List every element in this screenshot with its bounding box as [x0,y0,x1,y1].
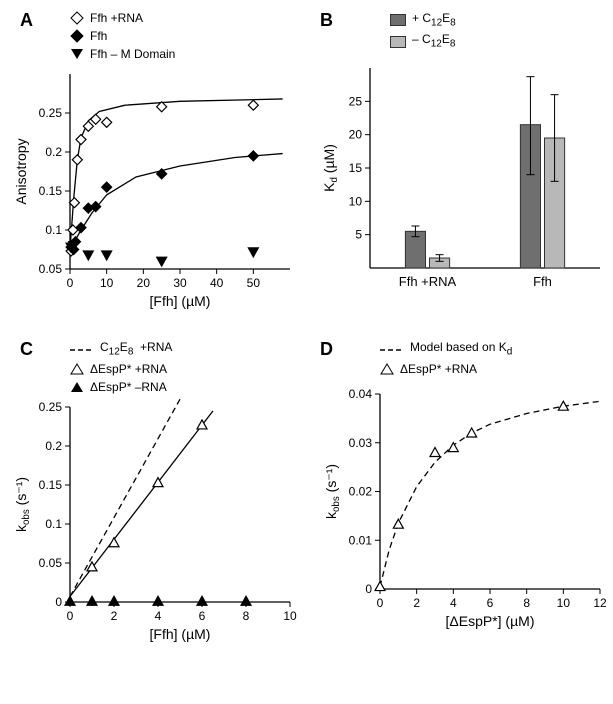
svg-text:2: 2 [413,596,420,610]
swatch-icon [390,36,406,48]
svg-text:2: 2 [111,609,118,623]
svg-text:0.1: 0.1 [45,517,62,531]
legend-item: ΔEspP* +RNA [70,361,300,378]
svg-text:0.02: 0.02 [349,484,373,498]
svg-text:0.04: 0.04 [349,387,373,401]
diamond-open-icon [70,11,84,25]
figure-grid: A Ffh +RNA Ffh Ffh – M Domain 0102030405… [10,10,603,652]
panel-d-legend: Model based on Kd ΔEspP* +RNA [380,339,610,377]
svg-text:0: 0 [55,595,62,609]
panel-d: D Model based on Kd ΔEspP* +RNA 0 2 4 6 8 10 1… [320,339,610,652]
legend-item: ΔEspP* +RNA [380,361,610,378]
triangle-up-open-icon [70,362,84,376]
dash-icon [70,346,94,354]
legend-item: ΔEspP* –RNA [70,379,300,396]
panel-d-label: D [320,339,333,360]
panel-a-label: A [20,10,33,31]
svg-text:0.01: 0.01 [349,533,373,547]
panel-b-legend: + C12E8 – C12E8 [390,10,610,52]
svg-text:0: 0 [377,596,384,610]
svg-text:6: 6 [199,609,206,623]
svg-text:10: 10 [349,194,363,208]
svg-text:0.25: 0.25 [39,106,63,120]
panel-b-chart: 5 10 15 20 25 Kd (µM) Ffh +RNA Ffh [320,58,610,308]
legend-text: Model based on Kd [410,339,512,359]
svg-text:6: 6 [487,596,494,610]
svg-text:25: 25 [349,94,363,108]
panel-b-label: B [320,10,333,31]
panel-a-chart: 0 10 20 30 40 50 0.05 0.1 0.15 0.2 0.25 [Ffh] (µM) A… [10,64,300,314]
svg-text:0.2: 0.2 [45,145,62,159]
diamond-filled-icon [70,29,84,43]
dash-icon [380,346,404,354]
panel-c: C C12E8 +RNA ΔEspP* +RNA ΔEspP* –RNA 0 2 4… [10,339,300,652]
svg-text:0: 0 [365,582,372,596]
triangle-up-filled-icon [70,380,84,394]
svg-text:20: 20 [137,276,151,290]
svg-text:0.05: 0.05 [39,556,63,570]
panel-d-chart: 0 2 4 6 8 10 12 0 0.01 0.02 0.03 0.04 [ΔEspP*] (µM) k… [320,384,610,634]
legend-text: – C12E8 [412,31,455,51]
svg-text:40: 40 [210,276,224,290]
svg-text:0.15: 0.15 [39,184,63,198]
svg-text:0: 0 [67,609,74,623]
panel-c-legend: C12E8 +RNA ΔEspP* +RNA ΔEspP* –RNA [70,339,300,395]
svg-text:Ffh: Ffh [533,274,552,289]
svg-text:0.1: 0.1 [45,223,62,237]
svg-text:[Ffh] (µM): [Ffh] (µM) [150,626,211,642]
panel-b: B + C12E8 – C12E8 5 10 15 20 25 Kd (µM) Ffh +R… [320,10,610,319]
svg-text:0: 0 [67,276,74,290]
svg-text:0.2: 0.2 [45,439,62,453]
legend-item: Ffh +RNA [70,10,300,27]
triangle-up-open-icon [380,362,394,376]
legend-text: C12E8 +RNA [100,339,172,359]
svg-text:10: 10 [100,276,114,290]
svg-text:0.15: 0.15 [39,478,63,492]
legend-text: ΔEspP* +RNA [90,361,167,378]
legend-item: + C12E8 [390,10,610,30]
legend-item: Model based on Kd [380,339,610,359]
panel-a-legend: Ffh +RNA Ffh Ffh – M Domain [70,10,300,62]
svg-text:50: 50 [247,276,261,290]
legend-item: Ffh – M Domain [70,46,300,63]
legend-item: Ffh [70,28,300,45]
panel-c-label: C [20,339,33,360]
svg-text:[ΔEspP*] (µM): [ΔEspP*] (µM) [446,613,535,629]
legend-text: Ffh – M Domain [90,46,175,63]
svg-text:Kd (µM): Kd (µM) [321,144,340,192]
svg-text:20: 20 [349,127,363,141]
svg-text:4: 4 [155,609,162,623]
svg-text:0.25: 0.25 [39,400,63,414]
svg-text:4: 4 [450,596,457,610]
svg-text:Ffh +RNA: Ffh +RNA [399,274,457,289]
svg-text:12: 12 [593,596,607,610]
svg-text:[Ffh] (µM): [Ffh] (µM) [150,293,211,309]
triangle-down-filled-icon [70,47,84,61]
svg-text:kobs (s⁻¹): kobs (s⁻¹) [323,464,342,519]
svg-text:Anisotropy: Anisotropy [13,139,29,205]
svg-text:15: 15 [349,161,363,175]
legend-text: + C12E8 [412,10,456,30]
svg-text:30: 30 [173,276,187,290]
svg-text:0.05: 0.05 [39,262,63,276]
legend-text: Ffh +RNA [90,10,143,27]
panel-a: A Ffh +RNA Ffh Ffh – M Domain 0 10 20 30 40 5… [10,10,300,319]
svg-text:8: 8 [243,609,250,623]
legend-text: ΔEspP* +RNA [400,361,477,378]
legend-item: – C12E8 [390,31,610,51]
legend-text: Ffh [90,28,107,45]
svg-text:0.03: 0.03 [349,435,373,449]
svg-text:10: 10 [557,596,571,610]
legend-text: ΔEspP* –RNA [90,379,167,396]
panel-c-chart: 0 2 4 6 8 10 0 0.05 0.1 0.15 0.2 0.25 [Ffh] (µM) kobs… [10,397,300,647]
svg-text:5: 5 [355,227,362,241]
svg-text:8: 8 [523,596,530,610]
legend-item: C12E8 +RNA [70,339,300,359]
swatch-icon [390,14,406,26]
svg-text:kobs (s⁻¹): kobs (s⁻¹) [13,477,32,532]
svg-text:10: 10 [283,609,297,623]
